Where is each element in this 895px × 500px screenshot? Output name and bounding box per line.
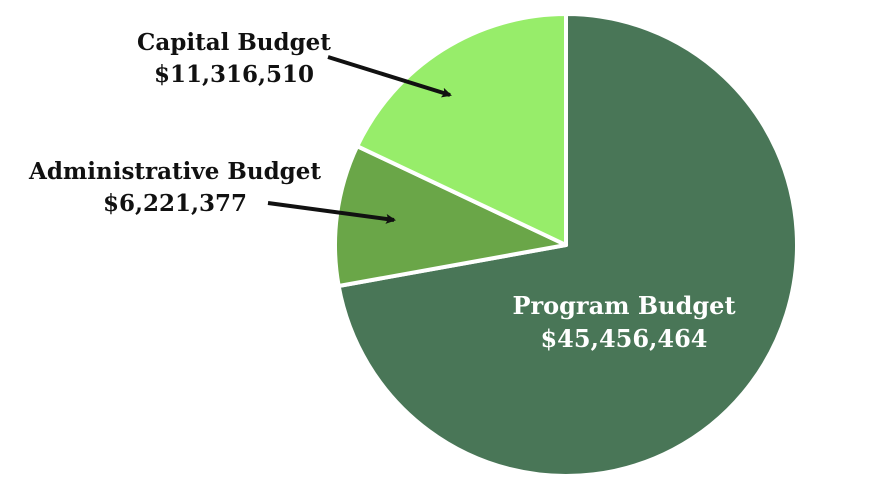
program-budget-value: $45,456,464 bbox=[540, 324, 707, 353]
administrative-budget-value: $6,221,377 bbox=[103, 190, 247, 217]
administrative-arrow bbox=[267, 201, 396, 224]
administrative-budget-label: Administrative Budget bbox=[28, 158, 321, 185]
slice-label-administrative: Administrative Budget $6,221,377 bbox=[28, 158, 396, 224]
slice-capital-budget bbox=[355, 12, 568, 247]
capital-budget-label: Capital Budget bbox=[137, 29, 331, 56]
slice-label-capital: Capital Budget $11,316,510 bbox=[137, 29, 452, 98]
pie-slices bbox=[333, 12, 799, 478]
program-budget-label: Program Budget bbox=[512, 291, 735, 320]
slice-administrative-budget bbox=[333, 144, 568, 289]
capital-arrow bbox=[327, 55, 452, 98]
capital-budget-value: $11,316,510 bbox=[154, 61, 314, 88]
slice-label-program: Program Budget $45,456,464 bbox=[512, 291, 735, 353]
